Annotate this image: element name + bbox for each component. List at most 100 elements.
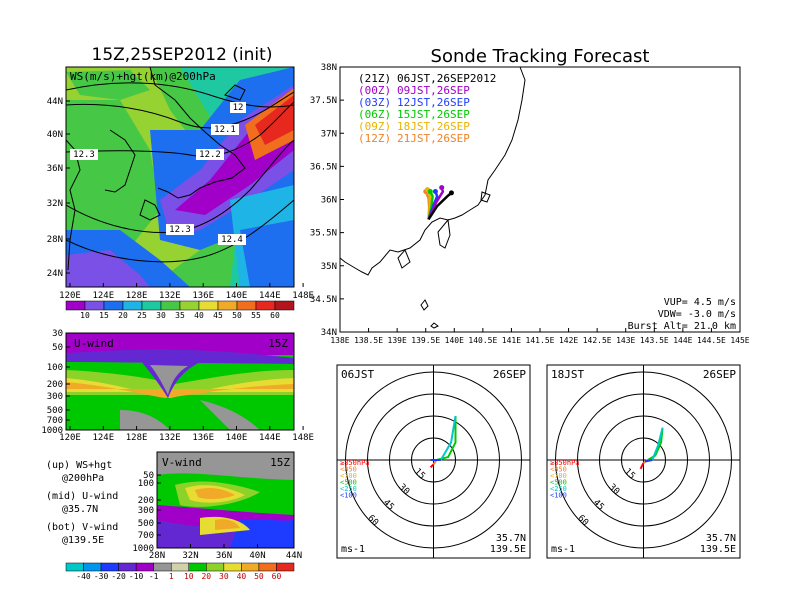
track-lon-tick-label: 144.5E <box>697 336 726 345</box>
wind-colorbar-label: 10 <box>184 572 194 581</box>
track-lon-tick-label: 142.5E <box>583 336 612 345</box>
hodograph-lon: 139.5E <box>490 544 526 555</box>
ws-colorbar: 10 15 20 25 30 35 40 45 50 55 60 <box>65 300 295 320</box>
contour-label-bg <box>211 124 239 135</box>
contour-label-bg <box>196 149 224 160</box>
hodograph-ring-label: 60 <box>365 513 380 528</box>
v-p-tick-label: 700 <box>138 531 154 541</box>
ws-colorbar-swatch <box>179 300 200 311</box>
legend-line: @35.7N <box>62 504 98 515</box>
ws-colorbar-swatch <box>255 300 276 311</box>
wind-colorbar-label: -1 <box>149 572 159 581</box>
v-p-tick-label: 100 <box>138 479 154 489</box>
wind-colorbar: -40 -30 -20 -10 -1 1 10 20 30 40 50 60 <box>65 562 295 581</box>
sonde-track <box>427 191 453 221</box>
u-x-tick-label: 120E <box>59 433 81 443</box>
v-wind-label: V-wind <box>162 456 202 469</box>
hodograph-trace <box>644 459 653 463</box>
wind-colorbar-label: -40 <box>76 572 91 581</box>
contour-label-bg <box>230 102 246 113</box>
sonde-track-end <box>432 189 438 195</box>
sonde-tracks <box>423 185 454 221</box>
hodograph-lon: 139.5E <box>700 544 736 555</box>
contour-label-bg <box>70 149 98 160</box>
map-lat-ticks: 44N 40N 36N 32N 28N 24N <box>47 97 70 279</box>
track-map-panel: 38N 37.5N 37N 36.5N 36N 35.5N 35N 34.5N 34N 138E… <box>310 63 750 345</box>
wind-colorbar-label: 60 <box>272 572 282 581</box>
ws-colorbar-label: 10 <box>80 311 90 320</box>
wind-colorbar-swatch <box>241 562 260 572</box>
hodograph-ring-label: 30 <box>396 482 411 497</box>
contour-label: 12 <box>233 103 244 113</box>
map-lon-tick-label: 128E <box>126 291 148 301</box>
wind-colorbar-label: 50 <box>254 572 264 581</box>
hodograph-ring-label: 45 <box>381 498 396 513</box>
wind-colorbar-swatch <box>276 562 295 572</box>
track-lon-tick-label: 139.5E <box>411 336 440 345</box>
map-lon-tick-label: 132E <box>159 291 181 301</box>
legend-line: (bot) V-wind <box>46 522 118 533</box>
hodograph-lat: 35.7N <box>496 533 526 544</box>
ws-colorbar-label: 50 <box>232 311 242 320</box>
hodograph-level-label: <250 <box>550 485 567 493</box>
u-p-tick-label: 700 <box>47 416 63 426</box>
track-map-land <box>340 67 526 329</box>
track-lat-ticks: 38N 37.5N 37N 36.5N 36N 35.5N 35N 34.5N 34N <box>310 63 344 338</box>
hodograph-frame <box>546 364 741 559</box>
launch-legend-utc: (03Z) <box>358 96 391 109</box>
contour-label: 12.3 <box>73 150 95 160</box>
map-lon-ticks: 120E 124E 128E 132E 136E 140E 144E 148E <box>59 283 314 301</box>
contour-label: 12.3 <box>169 225 191 235</box>
ws-colorbar-label: 30 <box>156 311 166 320</box>
launch-legend-utc: (06Z) <box>358 108 391 121</box>
wind-colorbar-swatch <box>170 562 190 572</box>
v-wind-time: 15Z <box>270 456 290 469</box>
hodograph-level-label: <700 <box>340 472 357 480</box>
hodograph-ring-label: 30 <box>606 482 621 497</box>
ws-colorbar-swatch <box>236 300 257 311</box>
hodograph-level-label: <100 <box>340 492 357 500</box>
ws-colorbar-swatch <box>103 300 124 311</box>
u-wind-time: 15Z <box>268 337 288 350</box>
v-p-tick-label: 1000 <box>132 544 154 554</box>
launch-legend-jst: 12JST,26SEP <box>397 96 470 109</box>
contour-label: 12.2 <box>199 150 221 160</box>
hodograph-time: 18JST <box>551 368 584 381</box>
hodograph-level-label: <700 <box>550 472 567 480</box>
map-lat-tick-label: 44N <box>47 97 63 107</box>
wind-colorbar-swatch <box>118 562 137 572</box>
wind-colorbar-swatch <box>258 562 277 572</box>
u-p-tick-label: 100 <box>47 363 63 373</box>
track-lon-ticks: 138E 138.5E 139E 139.5E 140E 140.5E 141E 141.5E… <box>330 328 750 345</box>
track-lat-tick-label: 35.5N <box>310 229 337 239</box>
track-lon-tick-label: 142E <box>559 336 578 345</box>
hodograph-ring-label: 15 <box>622 467 637 482</box>
track-lon-tick-label: 143.5E <box>640 336 669 345</box>
launch-legend-jst: 21JST,26SEP <box>397 132 470 145</box>
launch-legend-jst: 06JST,26SEP2012 <box>397 72 496 85</box>
ws-colorbar-swatch <box>141 300 162 311</box>
u-wind-label: U-wind <box>74 337 114 350</box>
wind-colorbar-label: 30 <box>219 572 229 581</box>
wind-colorbar-swatch <box>188 562 207 572</box>
hodograph-trace <box>639 462 645 470</box>
ws-colorbar-swatch <box>84 300 105 311</box>
wind-colorbar-label: 1 <box>169 572 174 581</box>
v-p-tick-label: 500 <box>138 519 154 529</box>
track-lat-tick-label: 37.5N <box>310 96 337 106</box>
map-lon-tick-label: 120E <box>59 291 81 301</box>
map-lon-tick-label: 124E <box>92 291 114 301</box>
track-lat-tick-label: 36N <box>321 196 337 206</box>
wind-colorbar-label: -10 <box>129 572 144 581</box>
wind-colorbar-swatch <box>135 562 154 572</box>
track-lon-tick-label: 141.5E <box>526 336 555 345</box>
sonde-track-end <box>448 190 454 196</box>
launch-legend-utc: (12Z) <box>358 132 391 145</box>
track-lon-tick-label: 144E <box>673 336 692 345</box>
launch-legend-utc: (00Z) <box>358 84 391 97</box>
